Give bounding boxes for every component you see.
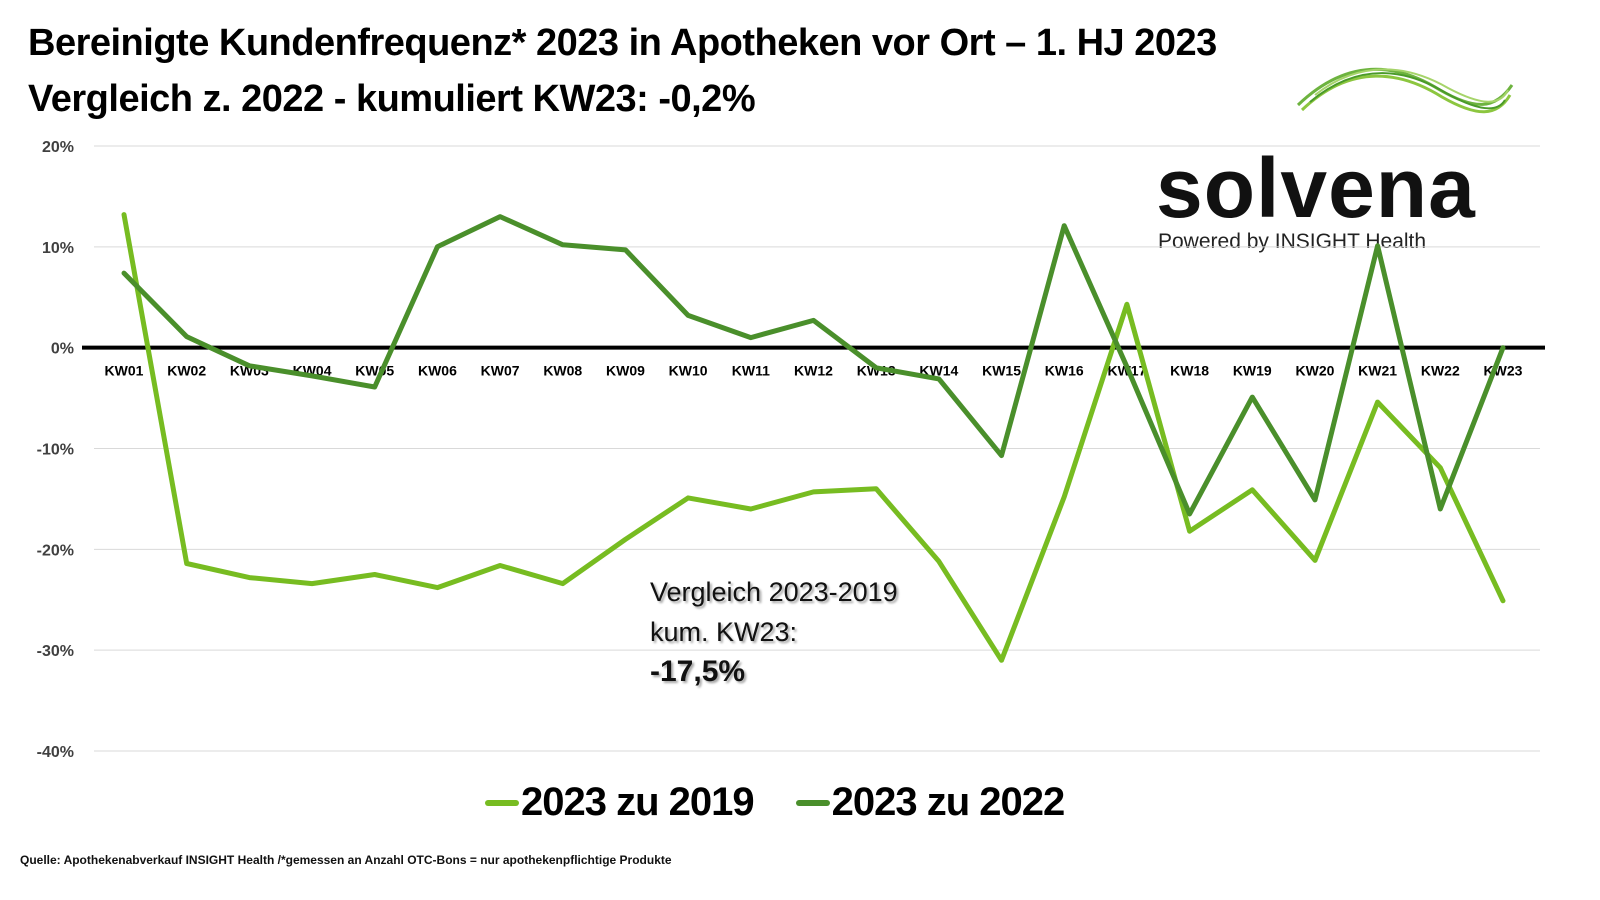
- annotation-line2: kum. KW23:: [650, 617, 798, 647]
- x-tick-label: KW08: [543, 363, 582, 379]
- y-tick-label: -20%: [37, 542, 74, 559]
- x-tick-label: KW22: [1421, 363, 1460, 379]
- x-axis-ticks: KW01 KW02 KW03 KW04 KW05 KW06 KW07 KW08 KW09 KW10…: [105, 363, 1523, 379]
- x-tick-label: KW10: [669, 363, 708, 379]
- legend-swatch-2019: [485, 799, 519, 806]
- y-tick-label: 10%: [42, 240, 74, 257]
- chart-legend: 2023 zu 2019 2023 zu 2022: [485, 780, 1066, 825]
- x-tick-label: KW15: [982, 363, 1021, 379]
- x-tick-label: KW06: [418, 363, 457, 379]
- logo-wordmark: solvena: [1156, 141, 1476, 235]
- x-tick-label: KW07: [481, 363, 520, 379]
- x-tick-label: KW18: [1170, 363, 1209, 379]
- legend-item-2019[interactable]: 2023 zu 2019: [485, 780, 755, 825]
- x-tick-label: KW11: [732, 363, 770, 379]
- y-axis-ticks: 20% 10% 0% -10% -20% -30% -40%: [37, 139, 74, 761]
- series-lines: [121, 212, 1506, 663]
- cumulative-annotation: Vergleich 2023-2019 kum. KW23: -17,5%: [650, 572, 898, 692]
- x-tick-label: KW09: [606, 363, 645, 379]
- y-tick-label: 0%: [51, 341, 74, 358]
- x-tick-label: KW13: [857, 363, 896, 379]
- source-note: Quelle: Apothekenabverkauf INSIGHT Healt…: [20, 853, 672, 867]
- legend-item-2022[interactable]: 2023 zu 2022: [795, 780, 1066, 825]
- x-tick-label: KW19: [1233, 363, 1272, 379]
- gridlines: [94, 145, 1540, 752]
- x-tick-label: KW20: [1296, 363, 1335, 379]
- y-tick-label: -30%: [37, 643, 74, 660]
- x-tick-label: KW02: [167, 363, 206, 379]
- legend-label-2022: 2023 zu 2022: [831, 780, 1066, 824]
- y-tick-label: -40%: [37, 744, 74, 761]
- chart-title: Bereinigte Kundenfrequenz* 2023 in Apoth…: [28, 22, 1217, 64]
- annotation-line1: Vergleich 2023-2019: [650, 577, 898, 607]
- x-tick-label: KW21: [1358, 363, 1397, 379]
- legend-swatch-2022: [795, 799, 830, 806]
- x-tick-label: KW16: [1045, 363, 1084, 379]
- y-tick-label: 20%: [42, 139, 74, 156]
- annotation-value: -17,5%: [650, 655, 746, 688]
- x-tick-label: KW01: [105, 363, 144, 379]
- y-tick-label: -10%: [37, 442, 74, 459]
- x-tick-label: KW12: [794, 363, 833, 379]
- x-tick-label: KW05: [355, 363, 394, 379]
- green-wave-logo-icon: [1296, 67, 1514, 114]
- legend-label-2019: 2023 zu 2019: [521, 780, 755, 824]
- chart-subtitle: Vergleich z. 2022 - kumuliert KW23: -0,2…: [28, 78, 756, 120]
